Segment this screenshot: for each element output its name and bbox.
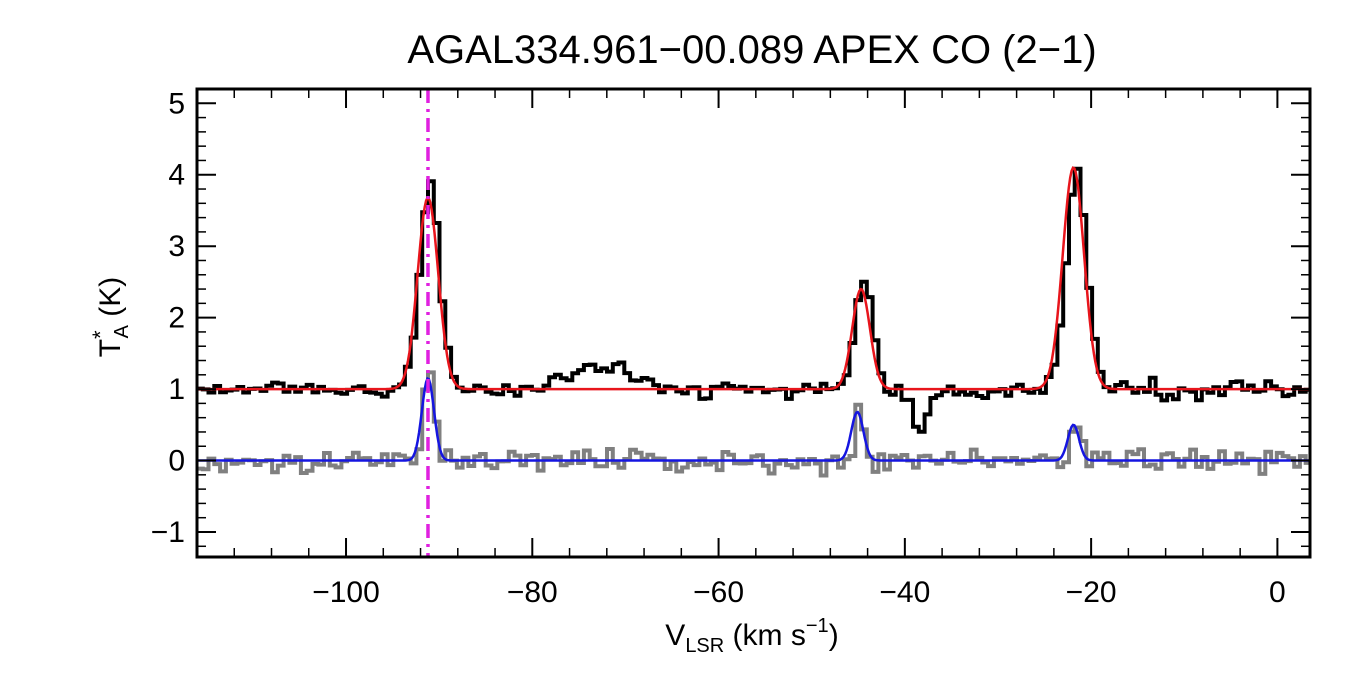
x-axis-label: VLSR (km s−1) [665,615,838,657]
x-tick-label: −80 [507,576,558,609]
y-tick-label: −1 [151,516,185,549]
y-tick-label: 5 [168,87,185,120]
y-tick-label: 1 [168,373,185,406]
y-tick-label: 0 [168,445,185,478]
y-axis-label-unit: (K) [94,277,127,325]
x-axis-label-main: V [665,619,685,652]
x-tick-label: 0 [1269,576,1286,609]
plot-frame [195,87,1312,559]
x-tick-label: −100 [312,576,380,609]
y-tick-label: 4 [168,159,185,192]
x-tick-label: −20 [1066,576,1117,609]
tick-layer [196,88,1310,557]
series-residual-spectrum [197,370,1310,478]
series-co-2-1-fit [197,166,1310,391]
y-axis-label-main: T [94,339,127,357]
y-tick-label: 3 [168,230,185,263]
series-co-2-1-spectrum [197,166,1310,434]
y-axis-label-sub: A [111,324,133,338]
series-layer [197,166,1310,478]
tick-label-layer: −100 −80 −60 −40 −20 0 −1 0 1 2 3 4 5 [151,87,1286,609]
x-tick-label: −40 [879,576,930,609]
x-axis-label-sup: −1 [806,615,829,637]
series-residual-fit [197,376,1310,462]
x-axis-label-sub: LSR [685,635,724,657]
chart-title: AGAL334.961−00.089 APEX CO (2−1) [407,28,1096,72]
y-axis-label-sup: * [88,330,113,339]
x-tick-label: −60 [693,576,744,609]
x-axis-label-unit: (km s [724,619,806,652]
y-axis-label: T*A (K) [88,277,133,358]
y-tick-label: 2 [168,302,185,335]
x-axis-label-close: ) [829,619,839,652]
